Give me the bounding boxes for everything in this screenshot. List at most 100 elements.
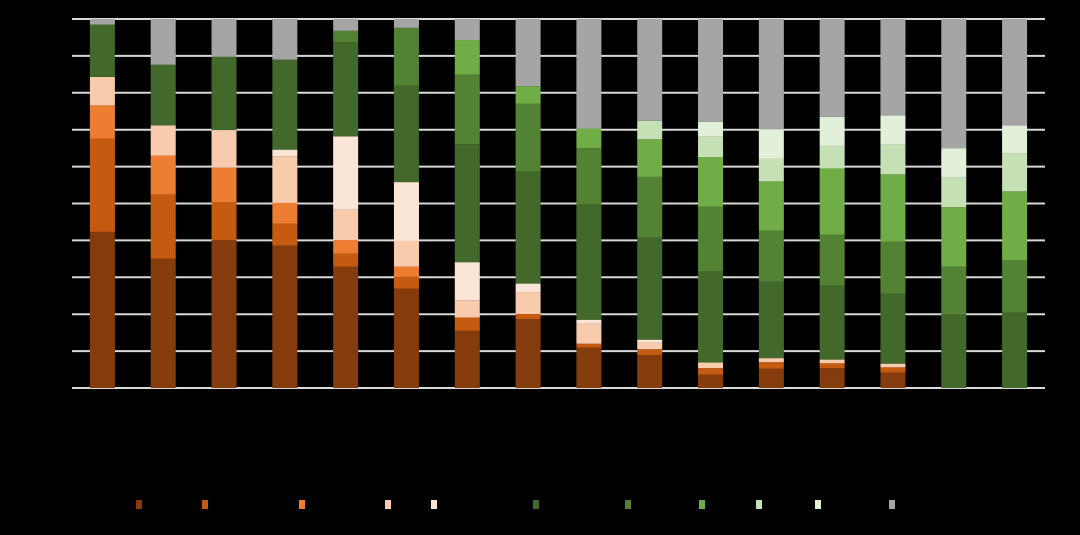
bar-segment-series-10 [758, 129, 784, 159]
legend-marker-series-7 [625, 500, 631, 509]
bar-segment-series-6 [211, 56, 237, 131]
bar-segment-series-4 [880, 363, 906, 368]
bar-segment-series-11 [272, 19, 298, 60]
bar-segment-series-6 [880, 293, 906, 364]
bar-segment-series-1 [454, 330, 480, 388]
bar-segment-series-6 [89, 24, 115, 77]
bar-segment-series-1 [333, 266, 359, 388]
bar-segment-series-3 [272, 202, 298, 224]
bar-segment-series-4 [333, 209, 359, 241]
bar-segment-series-11 [698, 19, 724, 122]
legend-marker-series-2 [202, 500, 208, 509]
bar-segment-series-2 [393, 276, 419, 289]
bar-segment-series-7 [393, 27, 419, 86]
bar-segment-series-9 [880, 144, 906, 175]
bar-segment-series-8 [880, 174, 906, 242]
bar-stack [1002, 19, 1028, 388]
legend-marker-series-11 [889, 500, 895, 509]
legend [136, 500, 895, 509]
bar-segment-series-2 [515, 313, 541, 319]
bar-segment-series-1 [698, 374, 724, 388]
bar-segment-series-4 [637, 342, 663, 350]
bar-segment-series-4 [211, 130, 237, 168]
bar-segment-series-6 [454, 144, 480, 263]
bar-segment-series-6 [515, 171, 541, 284]
legend-marker-series-9 [756, 500, 762, 509]
bar-segment-series-11 [393, 19, 419, 28]
bar-segment-series-11 [819, 19, 845, 117]
bar-segment-series-7 [758, 230, 784, 282]
bar-stack [454, 19, 480, 388]
bar-segment-series-2 [211, 202, 237, 241]
bar-segment-series-5 [333, 136, 359, 210]
bar-segment-series-7 [698, 206, 724, 272]
bar-segment-series-6 [393, 85, 419, 183]
legend-marker-series-6 [533, 500, 539, 509]
bar-segment-series-3 [211, 167, 237, 203]
bar-segment-series-9 [941, 177, 967, 208]
bar-segment-series-2 [637, 349, 663, 356]
bar-segment-series-7 [880, 241, 906, 294]
bar-segment-series-5 [454, 262, 480, 301]
bar-segment-series-4 [150, 125, 176, 156]
bar-segment-series-2 [880, 367, 906, 373]
bar-segment-series-7 [333, 30, 359, 43]
bar-segment-series-4 [819, 359, 845, 364]
bar-segment-series-7 [819, 234, 845, 286]
bar-segment-series-1 [637, 355, 663, 388]
bar-stack [272, 19, 298, 388]
bar-segment-series-1 [150, 258, 176, 388]
bar-segment-series-7 [515, 103, 541, 172]
bar-stack [819, 19, 845, 388]
bar-segment-series-6 [698, 271, 724, 363]
bar-segment-series-4 [393, 240, 419, 267]
bar-segment-series-2 [272, 223, 298, 246]
bar-stack [758, 19, 784, 388]
bar-segment-series-11 [1002, 19, 1028, 126]
bar-segment-series-6 [333, 42, 359, 137]
bar-segment-series-1 [89, 231, 115, 388]
legend-marker-series-5 [431, 500, 437, 509]
bar-stack [637, 19, 663, 388]
bar-segment-series-1 [393, 288, 419, 388]
bar-segment-series-8 [1002, 191, 1028, 261]
bar-segment-series-3 [393, 266, 419, 277]
bar-segment-series-4 [89, 76, 115, 106]
bar-segment-series-11 [89, 19, 115, 25]
bar-stack [880, 19, 906, 388]
bar-segment-series-4 [454, 300, 480, 318]
bar-segment-series-10 [819, 116, 845, 146]
bar-segment-series-1 [758, 368, 784, 388]
bar-segment-series-7 [1002, 260, 1028, 313]
bar-segment-series-6 [941, 313, 967, 388]
bar-segment-series-7 [576, 148, 602, 205]
bar-segment-series-8 [941, 207, 967, 267]
bar-stack [333, 19, 359, 388]
bar-segment-series-4 [576, 323, 602, 344]
bar-segment-series-5 [576, 319, 602, 324]
bar-segment-series-7 [454, 74, 480, 145]
bar-stack [150, 19, 176, 388]
bar-stack [576, 19, 602, 388]
bar-segment-series-3 [150, 155, 176, 195]
bar-segment-series-10 [941, 148, 967, 178]
bar-segment-series-1 [576, 347, 602, 388]
bar-stack [698, 19, 724, 388]
bar-segment-series-5 [393, 182, 419, 241]
bar-segment-series-9 [819, 145, 845, 169]
bar-segment-series-11 [637, 19, 663, 121]
bar-segment-series-9 [637, 120, 663, 140]
bar-segment-series-3 [89, 105, 115, 139]
bar-segment-series-6 [1002, 312, 1028, 388]
bar-segment-series-11 [941, 19, 967, 149]
legend-marker-series-10 [815, 500, 821, 509]
bar-segment-series-2 [758, 362, 784, 369]
bar-segment-series-6 [819, 285, 845, 360]
bar-segment-series-11 [880, 19, 906, 116]
bar-segment-series-11 [333, 19, 359, 31]
bar-segment-series-8 [515, 86, 541, 104]
bar-segment-series-10 [880, 115, 906, 145]
bar-segment-series-2 [576, 343, 602, 348]
bar-segment-series-10 [1002, 125, 1028, 154]
